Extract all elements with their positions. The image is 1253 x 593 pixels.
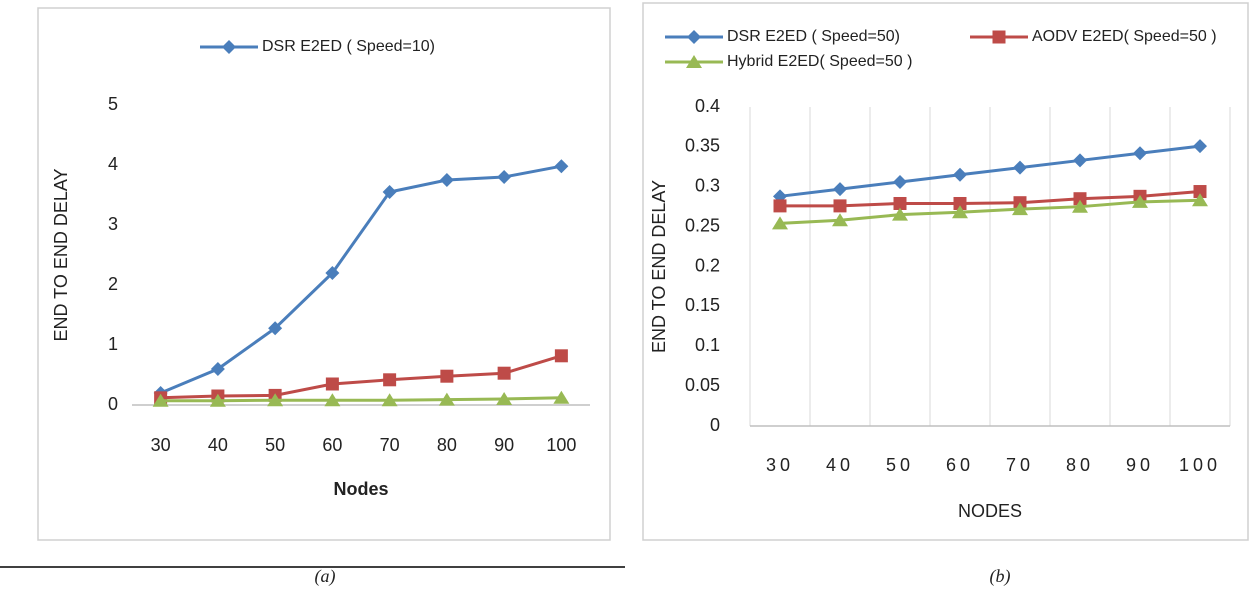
marker <box>833 182 847 197</box>
marker <box>383 373 397 387</box>
x-tick-label: 90 <box>1126 455 1154 475</box>
marker <box>833 199 847 213</box>
series-line <box>780 190 1201 208</box>
y-tick-label: 0.4 <box>695 96 720 116</box>
legend-label: AODV E2ED( Speed=50 ) <box>1032 28 1217 45</box>
y-tick-label: 0.1 <box>695 335 720 355</box>
x-tick-label: 60 <box>322 435 342 455</box>
marker <box>1073 192 1087 206</box>
x-tick-label: 80 <box>437 435 457 455</box>
marker <box>1012 202 1028 216</box>
marker <box>325 266 340 280</box>
chart: 0 1 2 3 4 5 30 40 50 60 70 80 90 100 Nodes END TO END D… <box>37 7 611 541</box>
marker <box>553 390 570 404</box>
marker <box>440 369 454 383</box>
x-tick-label: 100 <box>546 435 576 455</box>
chart-frame <box>37 7 611 541</box>
y-tick-label: 0.15 <box>685 295 720 315</box>
y-tick-label: 0 <box>710 415 720 435</box>
x-tick-label: 50 <box>265 435 285 455</box>
x-tick-label: 40 <box>208 435 228 455</box>
marker <box>893 174 907 189</box>
marker <box>772 216 788 230</box>
legend-label: Hybrid E2ED( Speed=50 ) <box>727 53 912 70</box>
marker <box>325 377 339 391</box>
x-tick-label: 30 <box>766 455 794 475</box>
marker <box>268 321 283 336</box>
x-axis-title: Nodes <box>333 479 388 499</box>
y-tick-label: 0.2 <box>695 255 720 275</box>
series-line <box>779 144 1201 198</box>
legend-label: DSR E2ED ( Speed=50) <box>727 28 900 45</box>
marker <box>210 362 225 376</box>
y-axis-title: END TO END DELAY <box>649 180 669 353</box>
marker <box>1073 153 1087 168</box>
x-tick-label: 50 <box>886 455 914 475</box>
x-tick-label: 60 <box>946 455 974 475</box>
marker <box>497 366 511 380</box>
y-tick-label: 2 <box>108 274 118 294</box>
x-tick-label: 70 <box>1006 455 1034 475</box>
y-tick-label: 0.05 <box>685 375 720 395</box>
series-line <box>160 396 562 403</box>
marker <box>222 40 236 54</box>
y-axis-title: END TO END DELAY <box>51 168 71 341</box>
y-tick-label: 4 <box>108 154 118 174</box>
marker <box>686 55 702 68</box>
y-tick-label: 3 <box>108 214 118 234</box>
marker <box>952 205 968 219</box>
y-tick-label: 0.3 <box>695 176 720 196</box>
marker <box>152 393 169 407</box>
x-tick-label: 30 <box>151 435 171 455</box>
marker <box>497 170 512 184</box>
marker <box>382 185 397 199</box>
marker <box>1192 193 1208 207</box>
marker <box>324 393 341 407</box>
x-axis-title: NODES <box>958 501 1022 521</box>
marker <box>1132 194 1148 208</box>
chart-frame <box>642 2 1249 541</box>
marker <box>1193 139 1207 154</box>
marker <box>1013 160 1027 175</box>
caption: (a) <box>315 566 336 587</box>
marker <box>893 196 907 210</box>
marker <box>953 167 967 182</box>
series-line <box>779 198 1201 225</box>
marker <box>438 392 455 406</box>
marker <box>687 30 701 44</box>
marker <box>267 393 284 407</box>
marker <box>892 207 908 221</box>
y-tick-label: 5 <box>108 94 118 114</box>
caption: (b) <box>990 566 1011 587</box>
marker <box>554 349 568 363</box>
x-tick-label: 90 <box>494 435 514 455</box>
marker <box>496 392 513 405</box>
series-line <box>160 354 562 400</box>
y-tick-label: 0 <box>108 394 118 414</box>
marker <box>1133 146 1147 161</box>
x-tick-label: 70 <box>380 435 400 455</box>
x-tick-label: 100 <box>1179 455 1221 475</box>
y-tick-label: 1 <box>108 334 118 354</box>
marker <box>773 199 787 213</box>
y-tick-label: 0.25 <box>685 215 720 235</box>
marker <box>381 393 398 407</box>
y-tick-label: 0.35 <box>685 136 720 156</box>
legend-label: DSR E2ED ( Speed=10) <box>262 38 435 55</box>
marker <box>953 196 967 210</box>
x-tick-label: 80 <box>1066 455 1094 475</box>
marker <box>1072 199 1088 213</box>
series-line <box>160 164 562 395</box>
marker <box>1193 185 1207 199</box>
marker <box>992 30 1006 44</box>
marker <box>209 393 226 407</box>
chart: 0 0.05 0.1 0.15 0.2 0.25 0.3 0.35 0.4 30 40 50 60 70 8… <box>642 2 1249 541</box>
marker <box>554 159 569 174</box>
marker <box>832 213 848 227</box>
marker <box>439 173 454 187</box>
x-tick-label: 40 <box>826 455 854 475</box>
